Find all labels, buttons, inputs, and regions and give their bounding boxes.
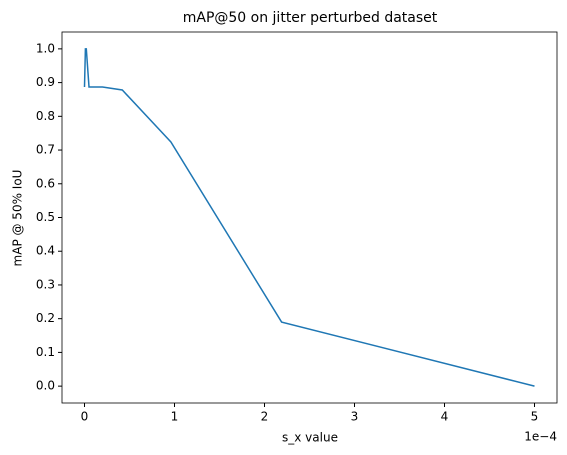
y-tick-label: 0.2 xyxy=(36,311,55,325)
y-tick-label: 0.4 xyxy=(36,244,55,258)
x-axis-label: s_x value xyxy=(282,431,338,445)
x-tick-label: 1 xyxy=(171,410,179,424)
x-tick-label: 4 xyxy=(441,410,449,424)
x-offset-label: 1e−4 xyxy=(524,430,557,444)
y-axis-label: mAP @ 50% IoU xyxy=(11,170,25,267)
x-tick-label: 3 xyxy=(351,410,359,424)
plot-frame xyxy=(61,31,558,404)
y-tick-label: 0.1 xyxy=(36,345,55,359)
x-tick-label: 5 xyxy=(531,410,539,424)
y-tick-label: 0.6 xyxy=(36,176,55,190)
y-tick-label: 0.9 xyxy=(36,75,55,89)
y-tick-label: 0.3 xyxy=(36,277,55,291)
chart-title: mAP@50 on jitter perturbed dataset xyxy=(183,10,438,26)
y-tick-label: 0.8 xyxy=(36,109,55,123)
y-tick-label: 0.5 xyxy=(36,210,55,224)
line xyxy=(83,48,535,387)
y-tick-label: 0.7 xyxy=(36,143,55,157)
x-tick-label: 2 xyxy=(261,410,269,424)
y-tick-label: 1.0 xyxy=(36,41,55,55)
y-tick-label: 0.0 xyxy=(36,379,55,393)
x-tick-label: 0 xyxy=(81,410,89,424)
